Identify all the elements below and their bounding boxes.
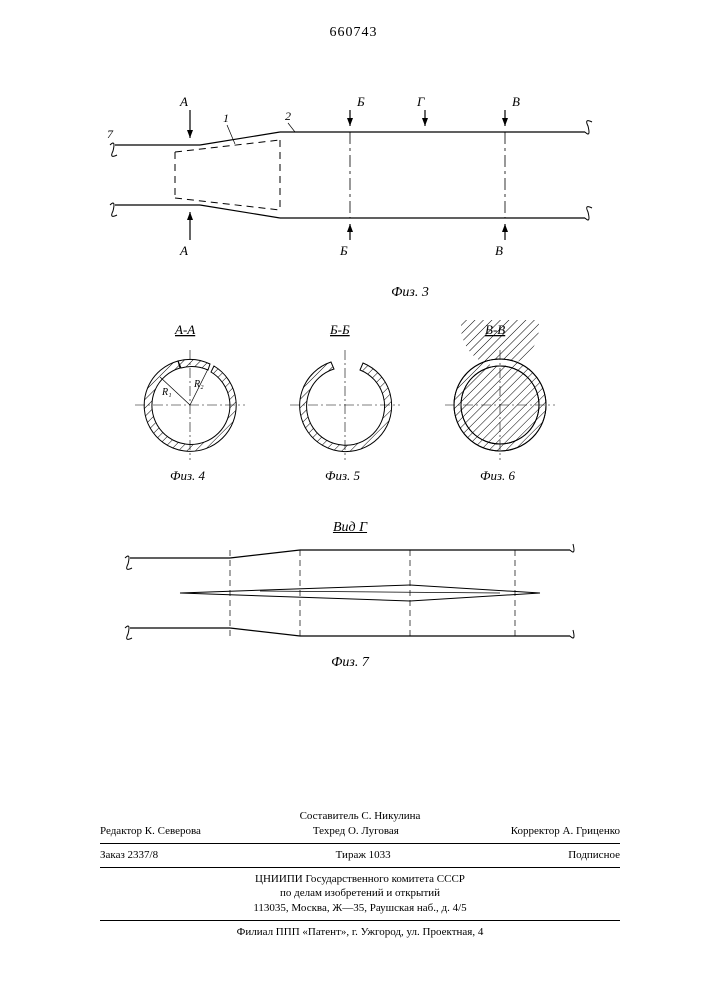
section-AA-title: А-А: [174, 322, 195, 337]
address: 113035, Москва, Ж—35, Раушская наб., д. …: [100, 901, 620, 916]
svg-text:R₂: R₂: [193, 379, 204, 390]
sections-svg: А-А R₁ R₂ Физ. 4 Б-Б Ф: [130, 320, 570, 490]
credits-block: Составитель С. Никулина Редактор К. Севе…: [100, 809, 620, 940]
label-V-top: В: [512, 94, 520, 109]
tech-editor: Техред О. Луговая: [313, 824, 399, 839]
figure-7-title: Вид Г: [120, 520, 580, 536]
order-number: Заказ 2337/8: [100, 848, 158, 863]
svg-text:R₁: R₁: [161, 387, 172, 398]
section-BB-caption: Физ. 5: [325, 468, 361, 483]
figure-3-caption: Физ. 3: [225, 285, 595, 301]
sections-row: А-А R₁ R₂ Физ. 4 Б-Б Ф: [130, 320, 570, 495]
figure-3-svg: А А Б Б Г В В 1 2 7: [105, 90, 595, 280]
subscription: Подписное: [568, 848, 620, 863]
section-VV-caption: Физ. 6: [480, 468, 516, 483]
ref-1: 1: [223, 111, 229, 125]
label-B-top: Б: [356, 94, 365, 109]
figure-7-caption: Физ. 7: [120, 655, 580, 671]
figure-7: Вид Г Физ.: [120, 520, 580, 671]
ref-7: 7: [107, 127, 114, 141]
tirazh: Тираж 1033: [336, 848, 391, 863]
org-line-1: ЦНИИПИ Государственного комитета СССР: [100, 872, 620, 887]
compiler: Составитель С. Никулина: [100, 809, 620, 824]
section-BB-title: Б-Б: [329, 322, 350, 337]
label-A-bot: А: [179, 243, 188, 258]
filial: Филиал ППП «Патент», г. Ужгород, ул. Про…: [100, 925, 620, 940]
label-V-bot: В: [495, 243, 503, 258]
figure-7-svg: [120, 540, 580, 650]
ref-2: 2: [285, 109, 291, 123]
corrector: Корректор А. Гриценко: [511, 824, 620, 839]
label-B-bot: Б: [339, 243, 348, 258]
page: 660743: [0, 0, 707, 1000]
section-AA-caption: Физ. 4: [170, 468, 206, 483]
label-G: Г: [416, 94, 425, 109]
figure-3: А А Б Б Г В В 1 2 7 Физ. 3: [105, 90, 595, 301]
editor: Редактор К. Северова: [100, 824, 201, 839]
org-line-2: по делам изобретений и открытий: [100, 886, 620, 901]
document-number: 660743: [0, 25, 707, 41]
label-A-top: А: [179, 94, 188, 109]
